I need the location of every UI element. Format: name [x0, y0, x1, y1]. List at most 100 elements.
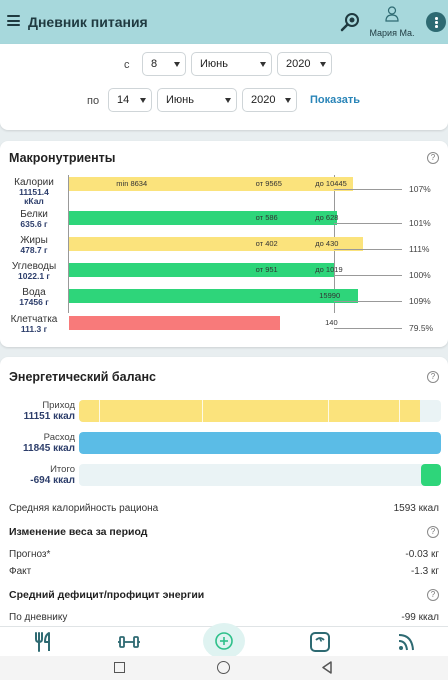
expense-label-group: Расход 11845 ккал — [0, 433, 75, 455]
back-icon[interactable] — [321, 661, 333, 674]
macro-bar — [69, 263, 334, 277]
to-day-value: 14 — [117, 94, 130, 106]
to-year-value: 2020 — [251, 94, 276, 106]
macro-range-label: до 628 — [315, 213, 339, 222]
help-icon[interactable]: ? — [427, 371, 439, 383]
chevron-down-icon — [260, 62, 266, 67]
macro-label: Клетчатка 111.3 г — [0, 314, 68, 334]
chevron-down-icon — [225, 98, 231, 103]
chevron-down-icon — [174, 62, 180, 67]
income-label-group: Приход 11151 ккал — [0, 400, 75, 423]
income-segment-divider — [328, 400, 329, 422]
macro-range-label: до 10445 — [315, 179, 347, 188]
macro-value: 17456 г — [19, 297, 49, 307]
bottom-navigation — [0, 623, 448, 659]
macro-percent: 109% — [409, 296, 431, 306]
chevron-down-icon — [140, 98, 146, 103]
macro-label: Белки 635.6 г — [0, 209, 68, 229]
total-label-group: Итого -694 ккал — [0, 464, 75, 487]
macro-value: 11151.4 — [19, 187, 49, 197]
macronutrients-title: Макронутриенты — [9, 151, 116, 165]
from-month-select[interactable]: Июнь — [191, 52, 272, 76]
macro-percent: 79.5% — [409, 323, 434, 333]
macro-percent: 100% — [409, 270, 431, 280]
diary-label: По дневнику — [9, 612, 68, 623]
macro-range-label: от 402 — [255, 239, 278, 248]
income-segment-divider — [399, 400, 400, 422]
from-label: с — [124, 59, 130, 71]
from-month-value: Июнь — [200, 58, 228, 70]
macro-bar — [69, 211, 337, 225]
macro-percent: 107% — [409, 184, 431, 194]
from-day-select[interactable]: 8 — [142, 52, 186, 76]
to-month-value: Июнь — [166, 94, 194, 106]
income-bar — [79, 400, 420, 422]
macro-percent: 111% — [409, 244, 430, 254]
macro-label: Калории 11151.4 кКал — [0, 177, 68, 206]
diary-row: По дневнику -99 ккал — [9, 612, 439, 623]
macro-value: 1022.1 г — [18, 271, 50, 281]
macro-value: 478.7 г — [20, 245, 48, 255]
to-day-select[interactable]: 14 — [108, 88, 152, 112]
macro-bar — [69, 289, 358, 303]
fact-label: Факт — [9, 566, 32, 577]
macro-bar — [69, 316, 280, 330]
search-icon[interactable] — [340, 11, 362, 33]
to-month-select[interactable]: Июнь — [157, 88, 237, 112]
total-value: -694 ккал — [30, 475, 75, 486]
forecast-label: Прогноз* — [9, 549, 51, 560]
macro-name: Вода — [22, 287, 46, 298]
macro-percent: 101% — [409, 218, 431, 228]
help-icon[interactable]: ? — [427, 526, 439, 538]
home-icon[interactable] — [217, 661, 230, 674]
help-icon[interactable]: ? — [427, 152, 439, 164]
from-year-select[interactable]: 2020 — [277, 52, 332, 76]
income-label: Приход — [42, 400, 75, 411]
rss-icon[interactable] — [395, 631, 419, 653]
user-profile[interactable]: Мария Ма. — [366, 6, 418, 40]
app-title: Дневник питания — [28, 14, 148, 30]
expense-value: 11845 ккал — [23, 443, 75, 454]
macro-range-label: до 1019 — [315, 265, 343, 274]
total-label: Итого — [50, 464, 75, 475]
macro-value: 635.6 г — [20, 219, 48, 229]
scale-icon[interactable] — [308, 631, 332, 653]
system-navigation-bar — [0, 656, 448, 680]
dumbbell-icon[interactable] — [117, 631, 141, 653]
macro-name: Клетчатка — [10, 314, 58, 325]
macro-label: Вода 17456 г — [0, 287, 68, 307]
energy-balance-title: Энергетический баланс — [9, 370, 156, 384]
recent-apps-icon[interactable] — [114, 662, 125, 673]
energy-deficit-title: Средний дефицит/профицит энергии — [9, 589, 205, 601]
avg-calories-row: Средняя калорийность рациона 1593 ккал — [9, 503, 439, 514]
avg-calories-label: Средняя калорийность рациона — [9, 503, 159, 514]
add-circle-icon[interactable] — [203, 623, 245, 659]
expense-bar — [79, 432, 441, 454]
percent-leader-line — [334, 328, 402, 329]
macro-range-label: от 951 — [255, 265, 278, 274]
show-button[interactable]: Показать — [310, 94, 360, 106]
menu-icon[interactable] — [7, 15, 20, 26]
help-icon[interactable]: ? — [427, 589, 439, 601]
from-year-value: 2020 — [286, 58, 311, 70]
avg-calories-value: 1593 ккал — [393, 503, 439, 514]
chevron-down-icon — [285, 98, 291, 103]
macro-label: Углеводы 1022.1 г — [0, 261, 68, 281]
user-icon — [385, 6, 399, 22]
macro-range-label: 140 — [325, 318, 338, 327]
total-track — [79, 464, 441, 486]
income-value: 11151 ккал — [23, 411, 75, 422]
macro-label: Жиры 478.7 г — [0, 235, 68, 255]
more-options-icon[interactable] — [426, 12, 446, 32]
macro-range-label: до 430 — [315, 239, 339, 248]
fork-knife-icon[interactable] — [32, 631, 56, 653]
forecast-value: -0.03 кг — [405, 549, 439, 560]
income-segment-divider — [202, 400, 203, 422]
chevron-down-icon — [320, 62, 326, 67]
macro-name: Углеводы — [11, 261, 57, 272]
total-bar — [421, 464, 441, 486]
fact-value: -1.3 кг — [410, 566, 439, 577]
macro-range-label: от 9565 — [255, 179, 282, 188]
to-year-select[interactable]: 2020 — [242, 88, 297, 112]
macro-name: Белки — [20, 209, 48, 220]
